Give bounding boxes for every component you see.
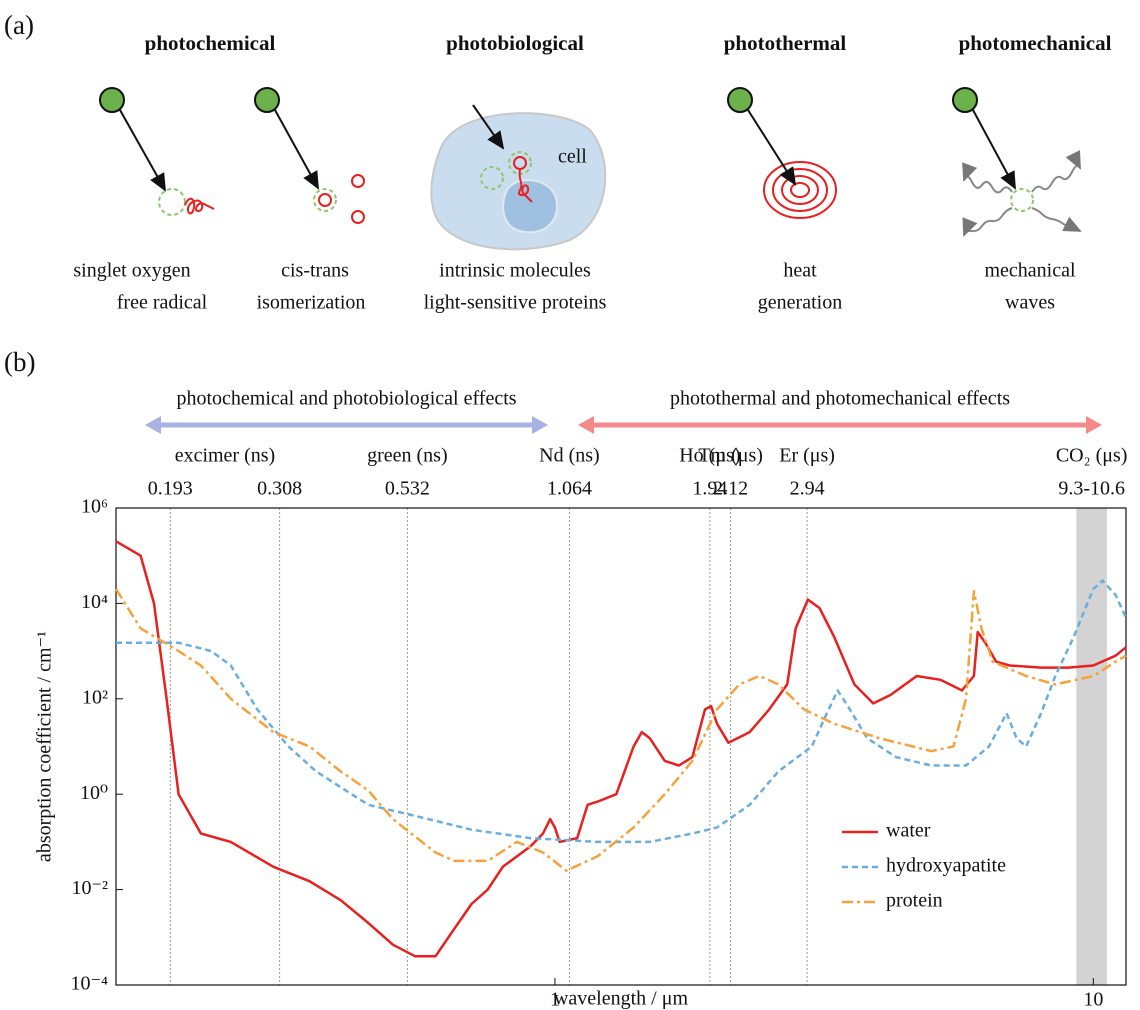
caption: mechanical [984, 260, 1075, 282]
cell-label: cell [558, 146, 587, 168]
legend-label: protein [886, 890, 943, 912]
laser-wavelength: 1.064 [547, 478, 592, 500]
y-tick-label: 10⁶ [81, 496, 108, 518]
heading: photothermal [724, 31, 847, 55]
x-tick-label: 1 [550, 989, 560, 1010]
heading: photomechanical [959, 31, 1112, 55]
arrow-head [1086, 416, 1102, 434]
caption: heat [783, 260, 817, 282]
laser-name: Er (μs) [779, 445, 835, 467]
laser-name: Tm (μs) [698, 445, 763, 467]
panel-label: (b) [4, 347, 35, 377]
series-line [116, 579, 1128, 844]
caption: waves [1005, 292, 1055, 314]
y-tick-label: 10² [82, 686, 108, 708]
y-tick-label: 10⁻² [71, 877, 108, 899]
laser-name: Nd (ns) [539, 445, 600, 467]
series-line [114, 588, 1127, 872]
arrow-head [145, 416, 161, 434]
laser-wavelength: 2.12 [713, 478, 748, 500]
y-tick-label: 10⁴ [81, 591, 108, 613]
series-line [115, 540, 1127, 958]
effect-label: photothermal and photomechanical effects [670, 388, 1010, 410]
y-tick-label: 10⁰ [80, 782, 108, 804]
caption: light-sensitive proteins [424, 292, 607, 314]
y-axis-label: absorption coefficient / cm⁻¹ [34, 631, 56, 862]
laser-name: Ho (μs) [679, 445, 740, 467]
legend-label: water [886, 820, 931, 842]
y-tick-label: 10⁻⁴ [70, 973, 108, 995]
plot-frame [115, 507, 1127, 986]
caption: generation [758, 292, 842, 314]
laser-name: CO₂ (μs) [1056, 445, 1128, 467]
laser-wavelength: 1.94 [692, 478, 727, 500]
x-tick-label: 10 [1083, 989, 1103, 1010]
laser-wavelength: 0.193 [148, 478, 193, 500]
icons [99, 87, 1082, 251]
caption: cis-trans [281, 260, 349, 282]
legend-label: hydroxyapatite [886, 855, 1006, 877]
caption: free radical [117, 292, 208, 314]
arrow-head [532, 416, 548, 434]
caption: singlet oxygen [73, 260, 190, 282]
laser-name: excimer (ns) [175, 445, 276, 467]
caption: intrinsic molecules [439, 260, 591, 282]
laser-name: green (ns) [367, 445, 448, 467]
heading: photochemical [145, 31, 276, 55]
laser-band [1076, 508, 1107, 985]
x-axis-label: wavelength / μm [554, 988, 688, 1010]
caption: isomerization [257, 292, 366, 314]
laser-wavelength: 9.3-10.6 [1058, 478, 1125, 500]
heading: photobiological [446, 31, 584, 55]
arrow-head [578, 416, 594, 434]
panel-label: (a) [4, 10, 34, 40]
effect-label: photochemical and photobiological effect… [176, 388, 516, 410]
laser-wavelength: 0.308 [257, 478, 302, 500]
laser-wavelength: 0.532 [385, 478, 430, 500]
laser-wavelength: 2.94 [790, 478, 825, 500]
